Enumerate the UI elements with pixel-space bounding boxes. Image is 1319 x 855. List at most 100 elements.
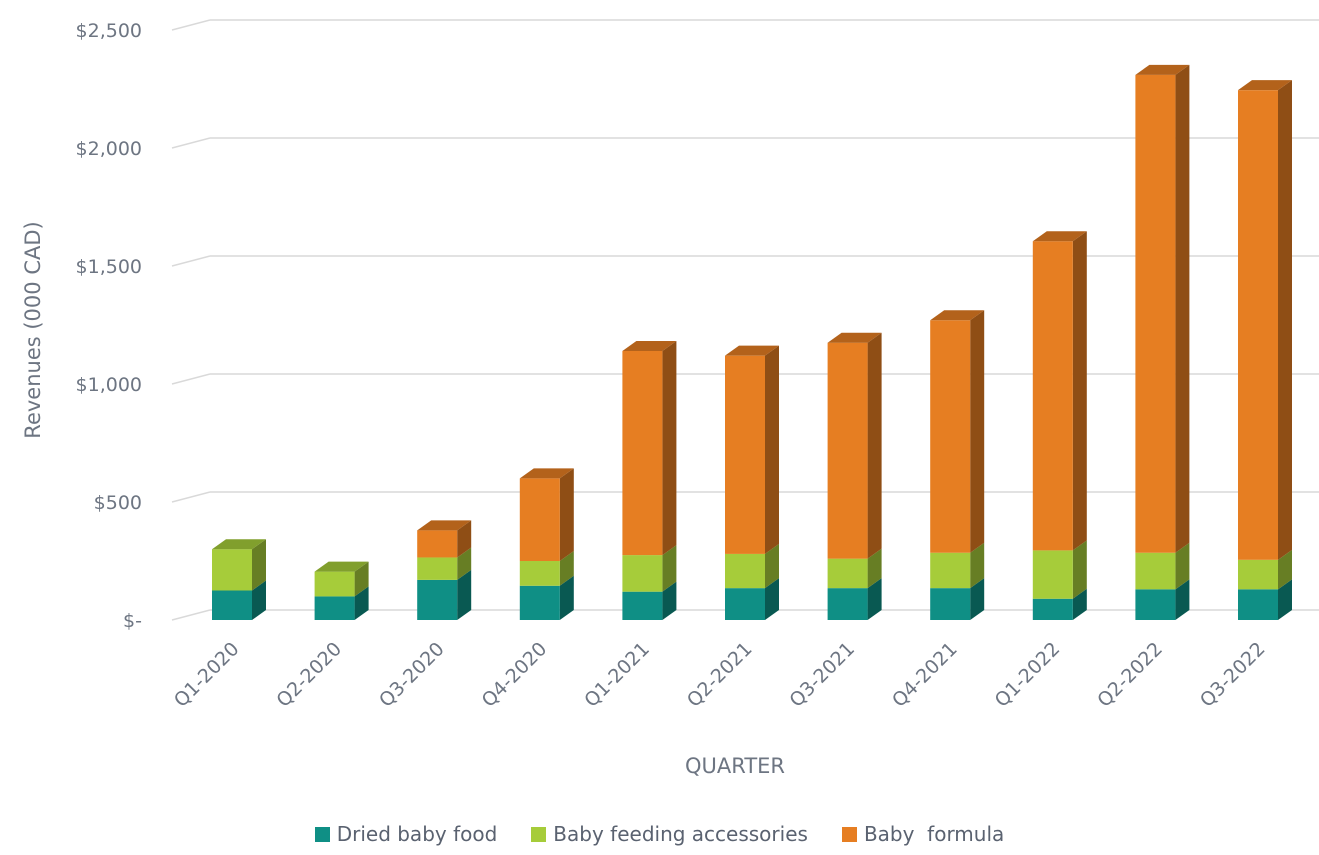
bar-segment (930, 542, 985, 589)
bar-side (970, 542, 985, 589)
bar-side (457, 569, 472, 620)
bar-segment (1135, 542, 1190, 590)
bar-side (559, 468, 574, 561)
y-tick-label: $500 (94, 492, 142, 514)
bar-front (1238, 559, 1278, 590)
legend-swatch (314, 826, 330, 842)
bar-side (765, 543, 779, 589)
x-tick-label: Q1-2022 (991, 638, 1065, 712)
bar-front (1032, 598, 1073, 620)
bar-segment (622, 340, 677, 556)
bar-segment (1135, 579, 1190, 620)
bar-top (725, 345, 779, 356)
bar-front (314, 596, 355, 620)
bar-segment (212, 580, 266, 620)
bar-front (314, 571, 355, 597)
x-tick-label: Q4-2020 (478, 638, 552, 712)
gridline-diagonal (171, 137, 211, 149)
bar-front (827, 558, 868, 589)
bar-front (1032, 241, 1073, 551)
bar-top (622, 340, 677, 351)
bar-front (1032, 550, 1073, 599)
bar-side (970, 578, 985, 620)
gridline-diagonal (171, 373, 211, 385)
bar-side (1072, 540, 1087, 599)
bar-side (1072, 588, 1087, 620)
bar-side (1278, 549, 1292, 590)
legend-label: Baby formula (863, 822, 1005, 846)
bar-top (519, 468, 574, 479)
bar-front (212, 549, 252, 591)
bar-front (622, 555, 663, 592)
x-tick-label: Q1-2020 (170, 638, 244, 712)
bar-side (867, 548, 882, 589)
legend-label: Baby feeding accessories (553, 822, 808, 846)
gridline-diagonal (171, 255, 211, 267)
bar-side (354, 586, 369, 620)
bar-front (519, 561, 560, 586)
bar-side (765, 578, 779, 620)
bar-front (1238, 589, 1278, 620)
bar-segment (622, 581, 677, 620)
bar-top (1135, 64, 1190, 75)
bar-side (559, 575, 574, 620)
legend-item: Baby formula (841, 822, 1005, 846)
bar-segment (417, 547, 472, 580)
bar-front (725, 553, 765, 589)
y-axis-ticks: $- $500 $1,000 $1,500 $2,000 $2,500 (76, 20, 142, 632)
bar-segment (725, 345, 779, 554)
bar-front (827, 342, 868, 559)
x-tick-label: Q1-2021 (580, 638, 654, 712)
bar-side (765, 345, 779, 554)
bar-side (1278, 80, 1292, 560)
bar-front (417, 530, 458, 558)
bar-segment (1238, 549, 1292, 590)
bar-front (1135, 552, 1176, 590)
y-tick-label: $2,500 (76, 20, 142, 42)
bar-side (1278, 579, 1292, 620)
bar-front (827, 588, 868, 620)
bar-side (457, 547, 472, 580)
legend-label: Dried baby food (336, 822, 498, 846)
x-axis-ticks: Q1-2020 Q2-2020 Q3-2020 Q4-2020 Q1-2021 Q2-20… (170, 638, 1270, 712)
bar-top (1238, 80, 1292, 91)
gridline-diagonal (171, 609, 211, 621)
gridline-diagonal (171, 19, 211, 31)
bar-side (867, 578, 882, 620)
bar-front (417, 579, 458, 620)
y-tick-label: $1,000 (76, 374, 142, 396)
y-axis-title: Revenues (000 CAD) (21, 221, 45, 438)
bar-segment (827, 332, 882, 559)
bar-segment (622, 545, 677, 592)
bar-side (970, 310, 985, 553)
bar-top (1032, 231, 1087, 242)
bar-front (622, 591, 663, 620)
y-tick-label: $1,500 (76, 256, 142, 278)
bar-side (252, 580, 266, 620)
bar-front (930, 552, 971, 589)
bar-segment (314, 561, 369, 597)
revenue-chart: $- $500 $1,000 $1,500 $2,000 $2,500 Q1-2020 Q2… (21, 19, 1319, 778)
legend-swatch (531, 826, 547, 842)
bar-side (457, 520, 472, 558)
bar-front (930, 320, 971, 553)
x-axis-title: QUARTER (685, 754, 785, 778)
bar-segment (1238, 80, 1292, 560)
bars (212, 64, 1292, 620)
bar-segment (1135, 64, 1190, 553)
bar-segment (1238, 579, 1292, 620)
bar-segment (212, 539, 266, 591)
y-tick-label: $2,000 (76, 138, 142, 160)
bar-side (559, 551, 574, 586)
bar-segment (1032, 588, 1087, 620)
bar-segment (519, 575, 574, 620)
bar-front (212, 590, 252, 620)
x-tick-label: Q2-2021 (683, 638, 757, 712)
bar-segment (725, 578, 779, 620)
bar-segment (930, 578, 985, 620)
bar-segment (827, 548, 882, 589)
bar-segment (1032, 540, 1087, 599)
bar-segment (519, 468, 574, 561)
x-tick-label: Q3-2020 (375, 638, 449, 712)
bar-front (725, 588, 765, 620)
